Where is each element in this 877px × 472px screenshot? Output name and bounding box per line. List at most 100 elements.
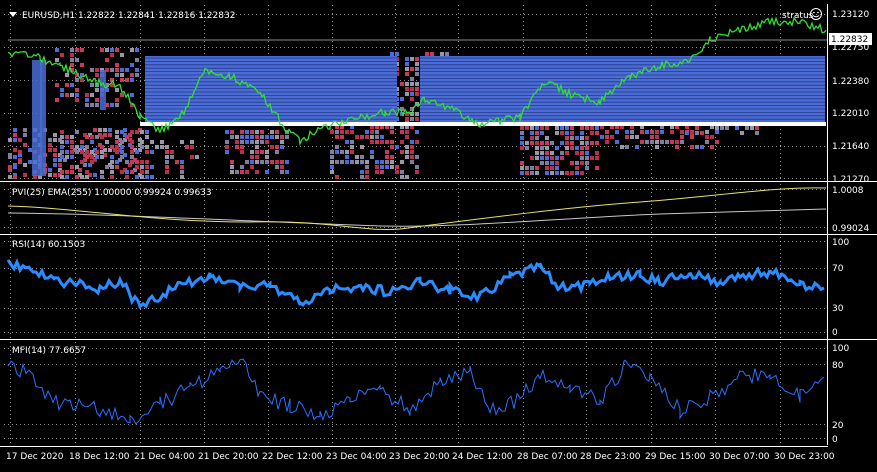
cluster-cell: [385, 165, 389, 169]
cluster-cell: [630, 130, 634, 134]
price-scale-label: 1.23120: [832, 10, 869, 20]
cluster-cell: [65, 93, 69, 97]
time-label: 22 Dec 12:00: [262, 452, 323, 462]
cluster-cell: [385, 125, 389, 129]
cluster-cell: [170, 150, 174, 154]
cluster-cell: [78, 168, 82, 172]
price-scale-label: 1.22380: [832, 77, 869, 87]
cluster-cell: [70, 53, 74, 57]
cluster-cell: [95, 98, 99, 102]
cluster-cell: [120, 150, 124, 154]
cluster-cell: [585, 166, 589, 170]
cluster-cell: [240, 165, 244, 169]
cluster-cell: [145, 170, 149, 174]
cluster-cell: [695, 126, 699, 130]
cluster-cell: [380, 170, 384, 174]
cluster-cell: [565, 136, 569, 140]
cluster-cell: [128, 163, 132, 167]
cluster-cell: [60, 53, 64, 57]
cluster-cell: [710, 145, 714, 149]
cluster-cell: [175, 160, 179, 164]
cluster-cell: [98, 128, 102, 132]
cluster-cell: [560, 131, 564, 135]
cluster-cell: [340, 125, 344, 129]
cluster-cell: [410, 125, 414, 129]
cluster-cell: [650, 140, 654, 144]
cluster-cell: [105, 103, 109, 107]
cluster-cell: [240, 140, 244, 144]
cluster-cell: [550, 156, 554, 160]
cluster-cell: [335, 145, 339, 149]
cluster-cell: [520, 131, 524, 135]
cluster-cell: [580, 141, 584, 145]
cluster-cell: [525, 141, 529, 145]
cluster-cell: [125, 160, 129, 164]
cluster-cell: [365, 130, 369, 134]
cluster-cell: [335, 135, 339, 139]
cluster-cell: [520, 161, 524, 165]
cluster-cell: [165, 165, 169, 169]
cluster-cell: [390, 165, 394, 169]
smiley-icon[interactable]: [810, 8, 822, 20]
cluster-cell: [18, 160, 22, 164]
cluster-cell: [8, 138, 12, 142]
pvi-pane[interactable]: [4, 184, 827, 233]
cluster-cell: [400, 130, 404, 134]
cluster-cell: [405, 72, 409, 76]
cluster-cell: [120, 68, 124, 72]
rsi-scale-label: 0: [832, 328, 838, 338]
cluster-cell: [555, 131, 559, 135]
cluster-cell: [65, 155, 69, 159]
cluster-cell: [350, 160, 354, 164]
cluster-cell: [100, 175, 104, 179]
cluster-cell: [80, 160, 84, 164]
cluster-cell: [540, 141, 544, 145]
cluster-cell: [85, 155, 89, 159]
cluster-cell: [255, 160, 259, 164]
cluster-cell: [65, 73, 69, 77]
cluster-cell: [180, 175, 184, 179]
cluster-cell: [70, 140, 74, 144]
cluster-cell: [635, 135, 639, 139]
cluster-cell: [250, 155, 254, 159]
cluster-cell: [8, 175, 12, 179]
rsi-pane[interactable]: [4, 237, 826, 338]
rsi-header: RSI(14) 60.1503: [12, 240, 85, 250]
cluster-cell: [580, 161, 584, 165]
cluster-cell: [120, 93, 124, 97]
price-scale-label: 1.21270: [832, 175, 869, 185]
cluster-cell: [130, 150, 134, 154]
cluster-cell: [625, 130, 629, 134]
cluster-cell: [405, 62, 409, 66]
cluster-cell: [660, 125, 664, 129]
cluster-cell: [680, 140, 684, 144]
price-line: [7, 16, 827, 147]
cluster-cell: [755, 131, 759, 135]
price-pane[interactable]: [4, 5, 828, 180]
cluster-cell: [28, 160, 32, 164]
cluster-cell: [675, 140, 679, 144]
cluster-cell: [540, 161, 544, 165]
cluster-cell: [330, 165, 334, 169]
cluster-cell: [545, 146, 549, 150]
cluster-cell: [135, 48, 139, 52]
cluster-cell: [120, 73, 124, 77]
triangle-down-icon[interactable]: [9, 12, 17, 17]
mfi-pane[interactable]: [4, 342, 826, 445]
cluster-cell: [560, 156, 564, 160]
cluster-cell: [650, 135, 654, 139]
cluster-cell: [400, 125, 404, 129]
cluster-cell: [83, 158, 87, 162]
cluster-cell: [265, 135, 269, 139]
cluster-cell: [105, 140, 109, 144]
cluster-cell: [400, 107, 404, 111]
cluster-cell: [115, 135, 119, 139]
cluster-cell: [405, 135, 409, 139]
cluster-cell: [260, 150, 264, 154]
cluster-cell: [135, 150, 139, 154]
cluster-cell: [115, 140, 119, 144]
cluster-cell: [235, 135, 239, 139]
cluster-cell: [520, 126, 524, 130]
cluster-cell: [375, 140, 379, 144]
